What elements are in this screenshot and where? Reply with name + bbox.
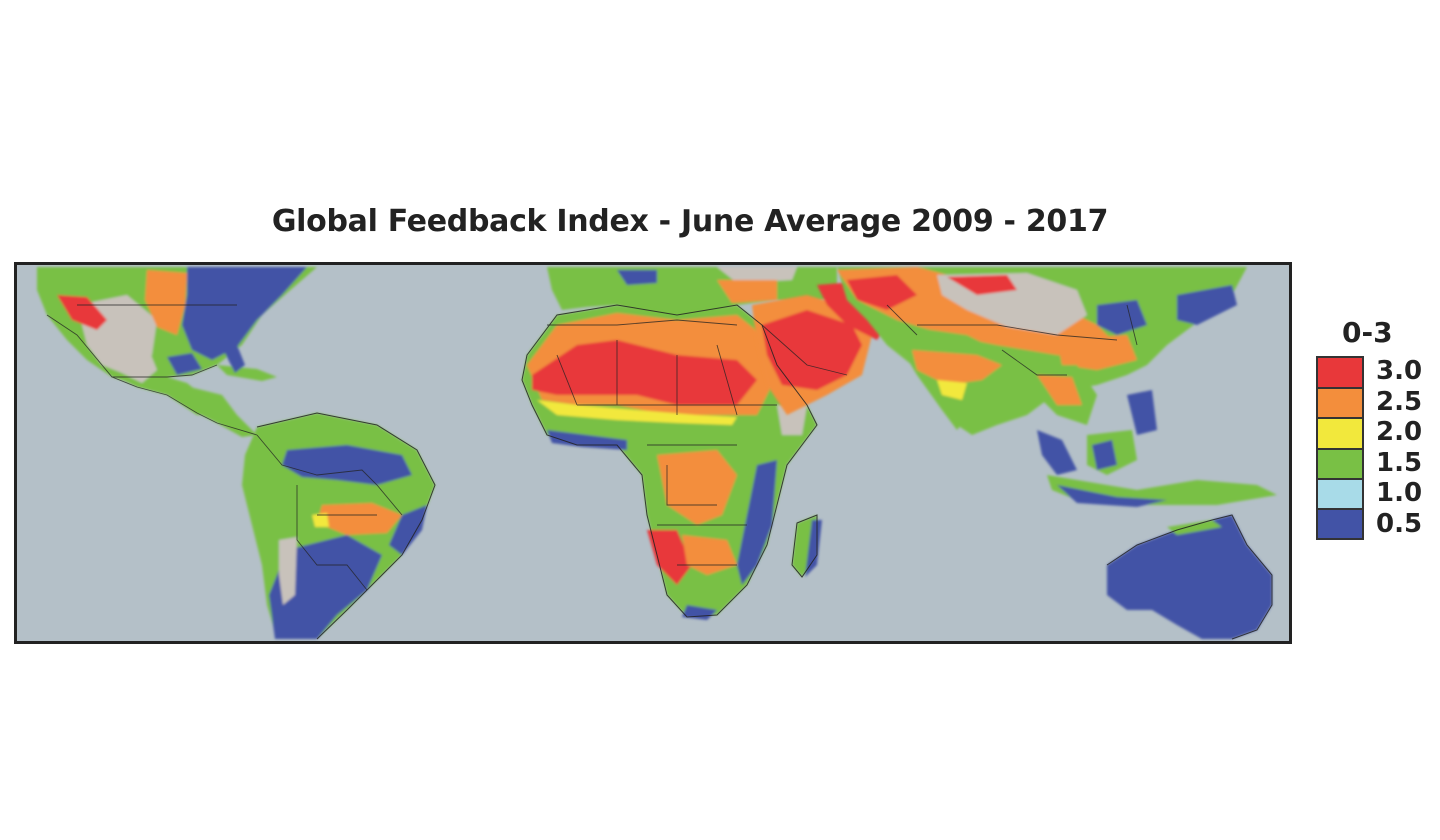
- legend-label: 1.0: [1376, 478, 1423, 509]
- map-title: Global Feedback Index - June Average 200…: [271, 204, 1109, 239]
- country-borders: [46, 304, 1138, 591]
- legend-swatch: [1316, 447, 1364, 478]
- south-america: [242, 413, 435, 639]
- legend-swatch: [1316, 356, 1364, 387]
- legend-item: 0.5: [1316, 507, 1426, 540]
- europe-nodata-ne: [717, 267, 797, 283]
- legend-swatch: [1316, 507, 1364, 540]
- legend-swatch: [1316, 386, 1364, 417]
- na-gulf-coast: [167, 353, 202, 375]
- indonesia-blue: [1057, 485, 1167, 507]
- korea-blue: [1097, 300, 1147, 335]
- florida: [222, 345, 245, 373]
- legend-label: 3.0: [1376, 356, 1423, 387]
- legend: 0-3 3.0 2.5 2.0 1.5 1.0 0.5: [1316, 316, 1426, 540]
- central-america: [182, 385, 257, 437]
- coastlines: [256, 304, 1273, 640]
- world-map: [37, 267, 1277, 640]
- sahel-yellow: [537, 400, 737, 425]
- se-asia-orange: [1037, 375, 1082, 405]
- philippines: [1127, 390, 1157, 435]
- legend-item: 2.5: [1316, 386, 1426, 417]
- asia-red-east: [947, 275, 1017, 295]
- legend-label: 0.5: [1376, 508, 1423, 539]
- north-america: [37, 267, 317, 437]
- legend-swatch: [1316, 417, 1364, 448]
- legend-label: 1.5: [1376, 447, 1423, 478]
- india-orange: [912, 350, 1002, 385]
- sa-amazon-blue: [282, 445, 412, 485]
- sa-andes-nodata: [279, 537, 297, 605]
- legend-item: 1.0: [1316, 478, 1426, 509]
- map-frame: [14, 262, 1292, 644]
- turkey-orange: [717, 280, 777, 303]
- europe: [547, 267, 837, 320]
- legend-item: 3.0: [1316, 356, 1426, 387]
- mexico-nodata: [117, 340, 157, 383]
- asia-red-north: [847, 275, 917, 310]
- horn-nodata: [777, 405, 807, 435]
- sahara-red: [532, 340, 757, 405]
- arabia-red: [762, 310, 862, 390]
- mexico: [112, 375, 217, 415]
- sa-orange-center: [317, 503, 402, 535]
- borneo-blue: [1092, 440, 1117, 470]
- madagascar-blue: [805, 520, 822, 577]
- india-yellow: [937, 380, 967, 400]
- central-orange: [657, 450, 737, 525]
- legend-swatch: [1316, 478, 1364, 509]
- europe-blue-spots: [617, 270, 657, 285]
- southern-red: [647, 530, 692, 585]
- legend-item: 1.5: [1316, 447, 1426, 478]
- australia-north-green: [1167, 520, 1222, 535]
- legend-title: 0-3: [1342, 316, 1393, 349]
- sa-east-blue: [389, 505, 427, 555]
- caribbean-islands: [217, 365, 277, 381]
- sa-yellow-center: [312, 513, 329, 527]
- east-africa-blue: [737, 460, 777, 585]
- legend-item: 2.0: [1316, 417, 1426, 448]
- sa-south-blue: [269, 535, 382, 639]
- australia-landmass: [1107, 515, 1272, 639]
- sumatra: [1037, 430, 1077, 475]
- asia: [837, 267, 1277, 507]
- na-east-blue: [182, 267, 307, 360]
- legend-items: 3.0 2.5 2.0 1.5 1.0 0.5: [1316, 356, 1426, 540]
- australia: [1107, 515, 1272, 639]
- japan: [1177, 285, 1237, 325]
- na-red-sw: [57, 295, 107, 330]
- na-orange-plains: [145, 270, 187, 335]
- china-orange: [1057, 335, 1137, 370]
- legend-label: 2.0: [1376, 417, 1423, 448]
- legend-label: 2.5: [1376, 386, 1423, 417]
